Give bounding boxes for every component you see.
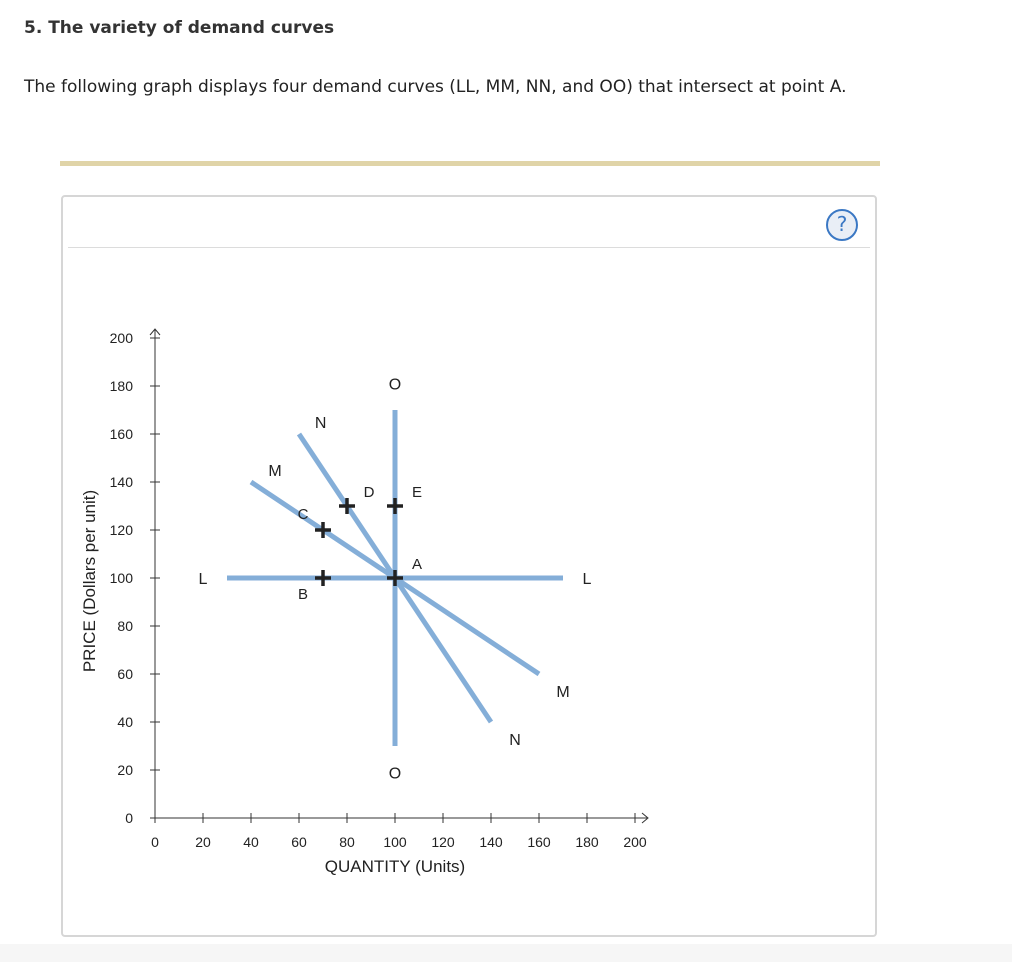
x-tick-label: 120 (431, 834, 455, 850)
x-tick-label: 180 (575, 834, 599, 850)
y-tick-label: 180 (110, 378, 134, 394)
x-tick-label: 20 (195, 834, 211, 850)
y-axis-label: PRICE (Dollars per unit) (80, 490, 99, 672)
y-tick-label: 100 (110, 570, 134, 586)
y-tick-label: 200 (110, 330, 134, 346)
x-tick-label: 40 (243, 834, 259, 850)
y-tick-label: 20 (117, 762, 133, 778)
y-tick-label: 60 (117, 666, 133, 682)
point-label-a: A (412, 556, 422, 573)
curve-label-m: M (556, 684, 569, 701)
y-tick-label: 80 (117, 618, 133, 634)
x-tick-label: 140 (479, 834, 503, 850)
x-tick-label: 160 (527, 834, 551, 850)
x-axis-arrow (641, 812, 649, 824)
curve-label-m: M (268, 463, 281, 480)
panel-divider (68, 247, 870, 248)
graph-panel: ? (61, 195, 877, 937)
x-tick-label: 100 (383, 834, 407, 850)
curve-label-o: O (389, 377, 401, 394)
curve-label-l: L (199, 571, 208, 588)
y-tick-label: 40 (117, 714, 133, 730)
x-axis-label: QUANTITY (Units) (325, 857, 465, 876)
question-circle-icon[interactable]: ? (826, 209, 858, 241)
question-title: 5. The variety of demand curves (24, 18, 335, 38)
y-tick-label: 0 (125, 810, 133, 826)
page-bottom (0, 944, 1012, 962)
y-axis-arrow (149, 328, 161, 336)
curve-label-l: L (583, 571, 592, 588)
point-label-e: E (412, 484, 422, 501)
x-tick-label: 200 (623, 834, 647, 850)
x-tick-label: 0 (151, 834, 159, 850)
section-divider (60, 161, 880, 166)
point-label-c: C (298, 506, 309, 523)
curve-labels: L L M M N N O O (199, 377, 592, 783)
axes: 0 20 40 60 80 100 120 140 160 180 200 0 20 40 60 80 100 1… (110, 328, 649, 850)
points: A B C D E (298, 484, 422, 603)
x-tick-label: 60 (291, 834, 307, 850)
y-tick-label: 160 (110, 426, 134, 442)
curve-label-n: N (509, 732, 521, 749)
y-tick-label: 140 (110, 474, 134, 490)
point-label-d: D (364, 484, 375, 501)
curve-label-n: N (315, 415, 327, 432)
y-tick-label: 120 (110, 522, 134, 538)
x-tick-label: 80 (339, 834, 355, 850)
question-description: The following graph displays four demand… (24, 77, 847, 97)
point-label-b: B (298, 586, 308, 603)
curve-label-o: O (389, 765, 401, 782)
